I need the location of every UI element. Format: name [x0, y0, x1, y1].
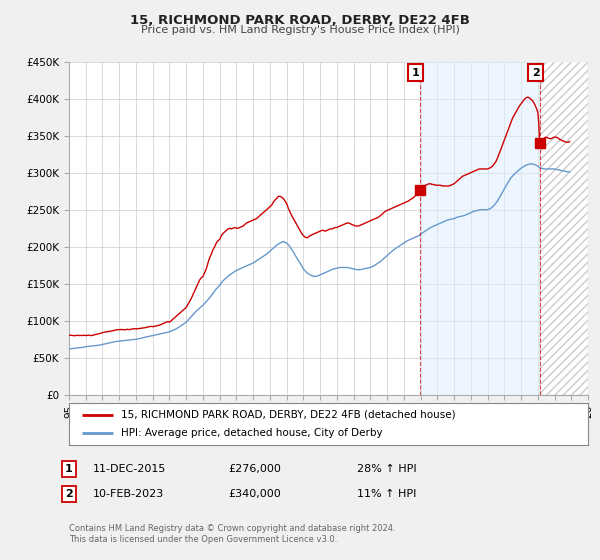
- Text: £276,000: £276,000: [228, 464, 281, 474]
- Bar: [540, 62, 588, 395]
- Text: 2: 2: [65, 489, 73, 499]
- Text: 10-FEB-2023: 10-FEB-2023: [93, 489, 164, 499]
- Bar: [420, 62, 540, 395]
- Text: 11-DEC-2015: 11-DEC-2015: [93, 464, 166, 474]
- Text: 2: 2: [532, 68, 539, 78]
- Text: 11% ↑ HPI: 11% ↑ HPI: [357, 489, 416, 499]
- Text: This data is licensed under the Open Government Licence v3.0.: This data is licensed under the Open Gov…: [69, 535, 337, 544]
- Text: Contains HM Land Registry data © Crown copyright and database right 2024.: Contains HM Land Registry data © Crown c…: [69, 524, 395, 533]
- Text: 1: 1: [412, 68, 419, 78]
- Text: £340,000: £340,000: [228, 489, 281, 499]
- Text: 15, RICHMOND PARK ROAD, DERBY, DE22 4FB (detached house): 15, RICHMOND PARK ROAD, DERBY, DE22 4FB …: [121, 410, 455, 420]
- Text: Price paid vs. HM Land Registry's House Price Index (HPI): Price paid vs. HM Land Registry's House …: [140, 25, 460, 35]
- Text: HPI: Average price, detached house, City of Derby: HPI: Average price, detached house, City…: [121, 428, 383, 438]
- Text: 15, RICHMOND PARK ROAD, DERBY, DE22 4FB: 15, RICHMOND PARK ROAD, DERBY, DE22 4FB: [130, 14, 470, 27]
- Text: 1: 1: [65, 464, 73, 474]
- Text: 28% ↑ HPI: 28% ↑ HPI: [357, 464, 416, 474]
